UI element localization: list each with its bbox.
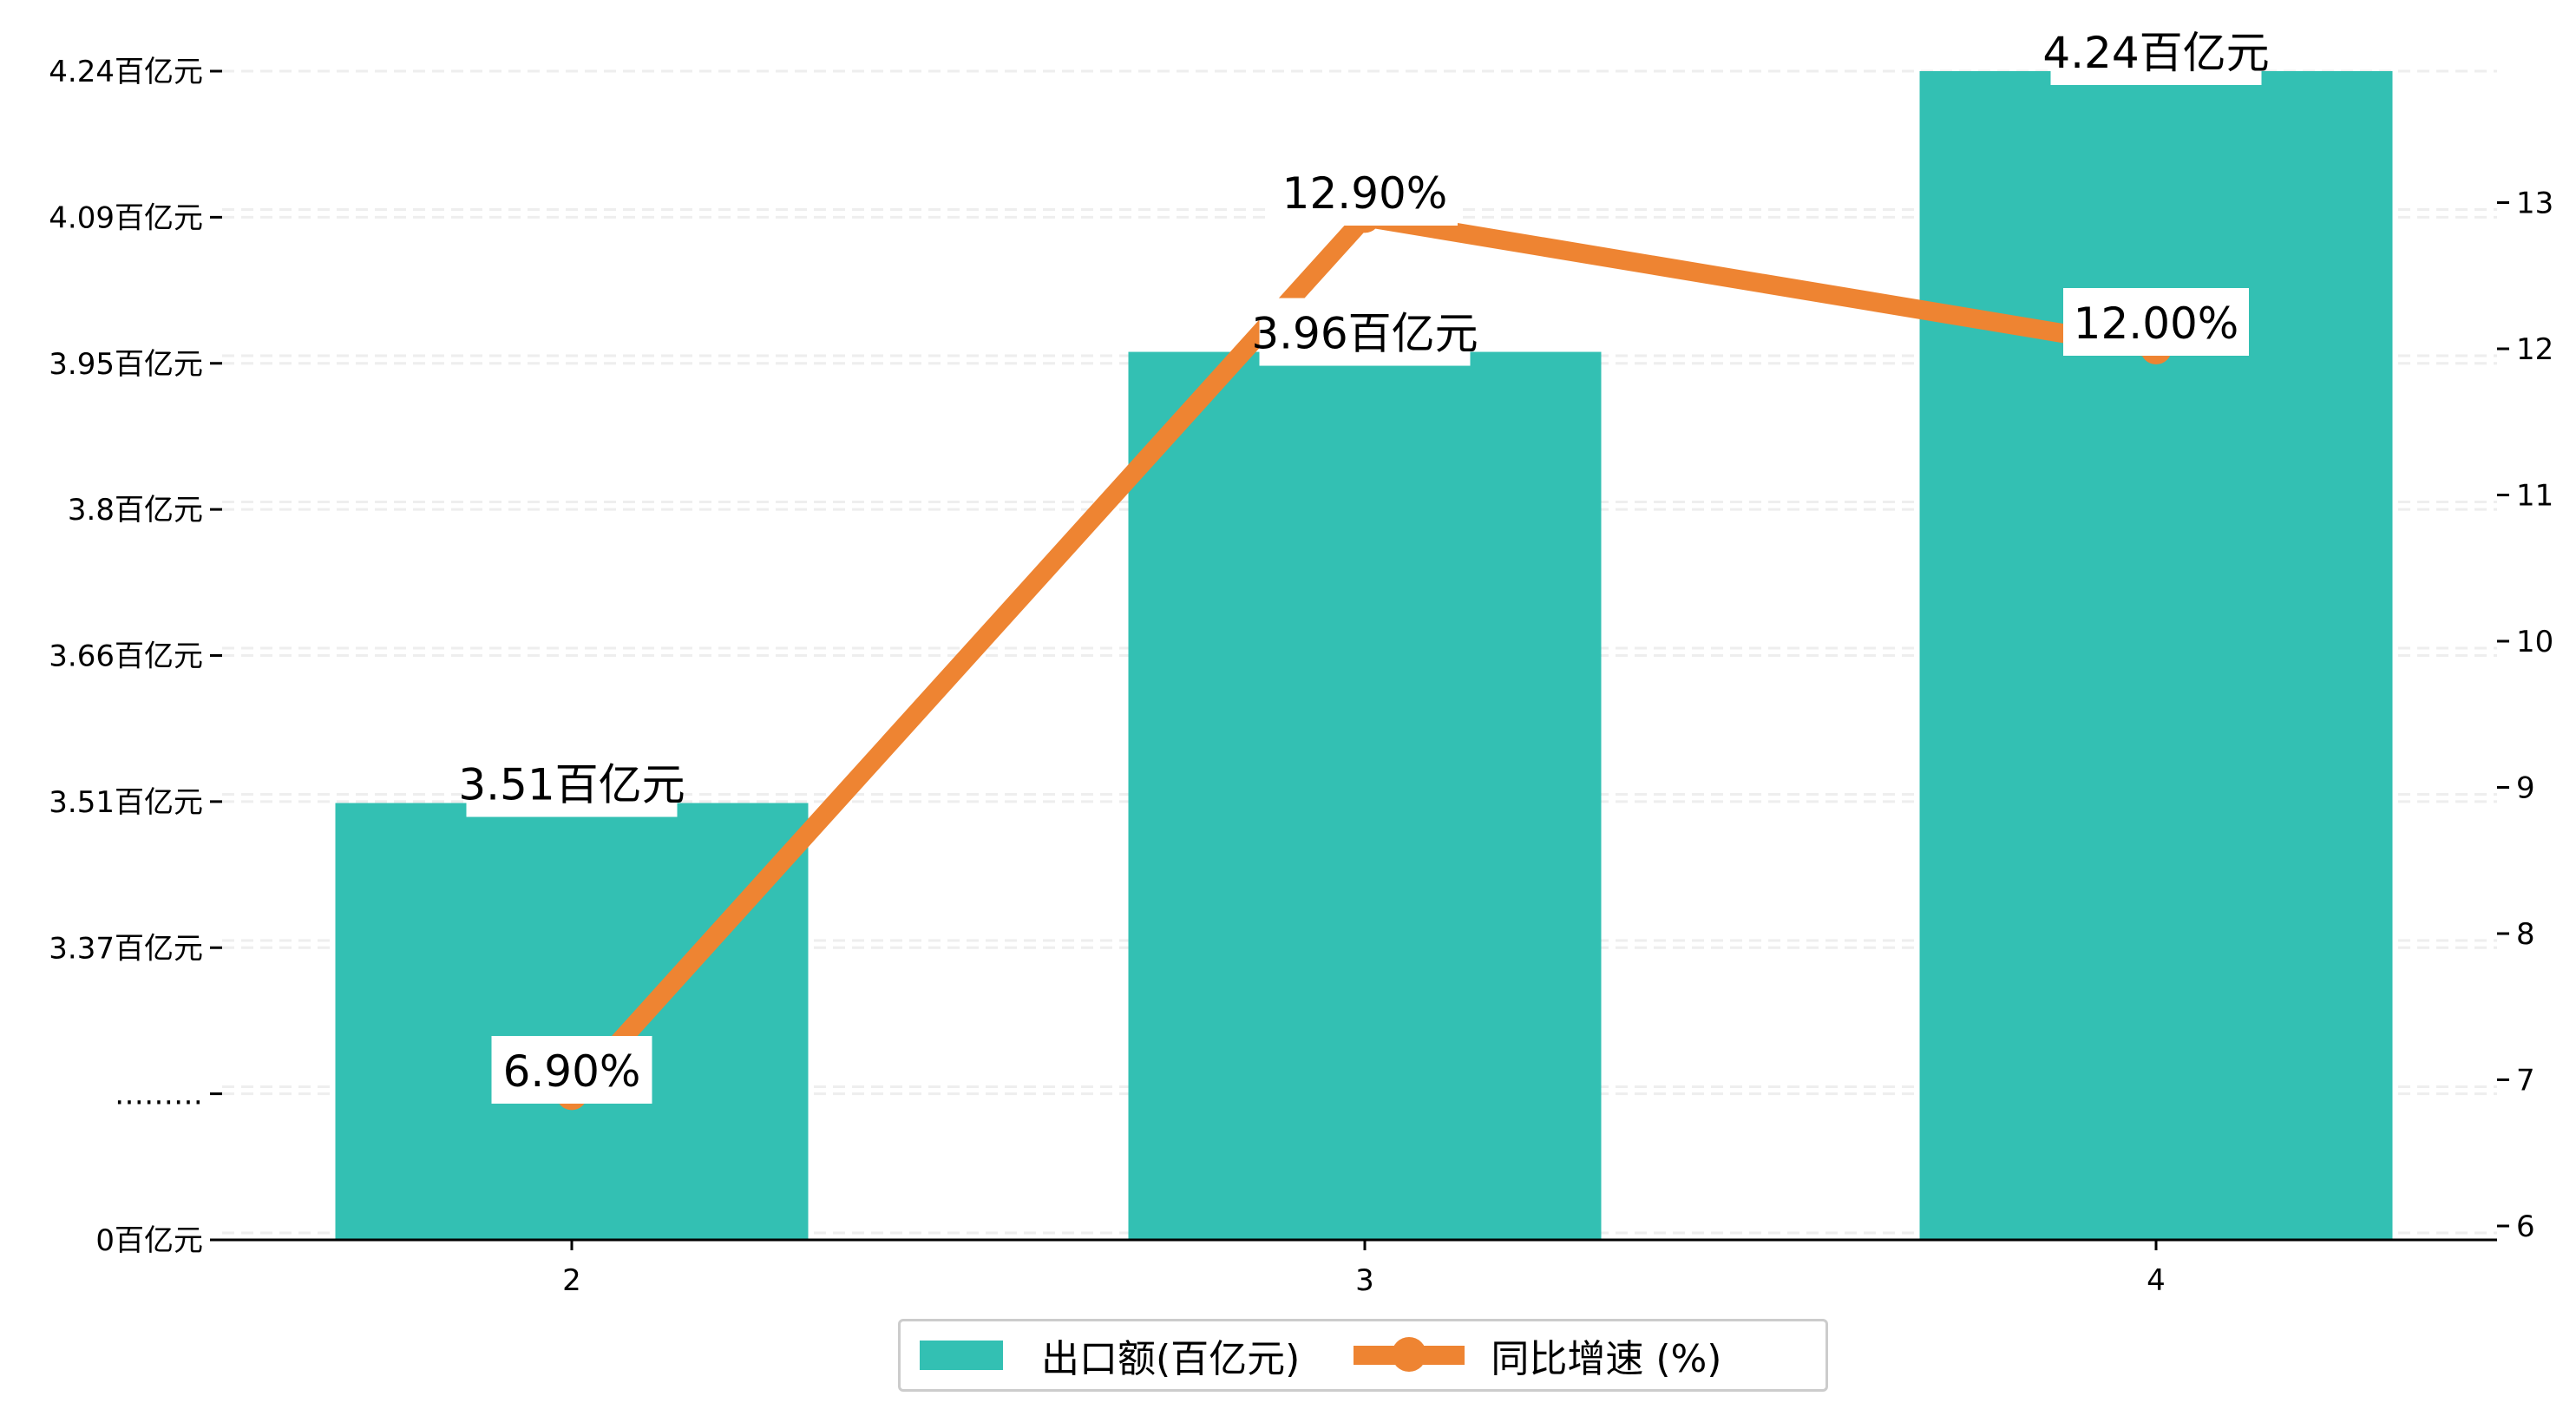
left-tick-label: 4.24百亿元 [49,55,203,89]
left-tick-label: 3.95百亿元 [49,347,203,382]
bar-value-label-box [466,749,678,817]
left-tick-label: 0百亿元 [95,1223,203,1258]
legend-label-export: 出口额(百亿元) [1041,1337,1301,1381]
legend-item-growth: 同比增速 (%) [1319,1328,1721,1383]
growth-value-label-box [491,1036,652,1104]
bar [1128,351,1602,1240]
bar-value-label: 3.51百亿元 [458,760,685,810]
legend: 出口额(百亿元) 同比增速 (%) [898,1319,1828,1392]
bar-value-label-box [1259,298,1471,366]
bar-value-label: 3.96百亿元 [1251,309,1478,359]
growth-value-label: 6.90% [503,1046,641,1097]
right-tick-label: 10 [2516,625,2553,659]
right-tick-label: 8 [2516,917,2535,952]
left-tick-label: ……… [115,1078,203,1112]
x-tick-label: 2 [562,1263,581,1298]
right-tick-label: 12 [2516,332,2553,367]
growth-value-label: 12.00% [2074,298,2239,349]
growth-value-label-box [2063,288,2249,356]
growth-value-label-box [1272,158,1458,226]
left-tick-label: 3.37百亿元 [49,931,203,966]
x-tick-label: 4 [2147,1263,2166,1298]
legend-line-swatch [1354,1337,1465,1372]
legend-item-export: 出口额(百亿元) [920,1328,1300,1383]
right-tick-label: 11 [2516,479,2553,514]
bar-value-label: 4.24百亿元 [2042,28,2269,78]
legend-bar-swatch [920,1341,1003,1370]
legend-label-growth: 同比增速 (%) [1491,1337,1722,1381]
left-tick-label: 4.09百亿元 [49,200,203,235]
bar-value-label-box [2050,17,2262,85]
left-tick-label: 3.8百亿元 [68,493,203,528]
right-tick-label: 13 [2516,187,2553,221]
left-tick-label: 3.66百亿元 [49,639,203,674]
right-tick-label: 6 [2516,1210,2535,1244]
bar [1919,71,2393,1240]
right-tick-label: 9 [2516,771,2535,806]
left-tick-label: 3.51百亿元 [49,785,203,820]
bar [335,803,809,1240]
right-tick-label: 7 [2516,1064,2535,1098]
x-tick-label: 3 [1355,1263,1374,1298]
growth-value-label: 12.90% [1282,168,1448,219]
